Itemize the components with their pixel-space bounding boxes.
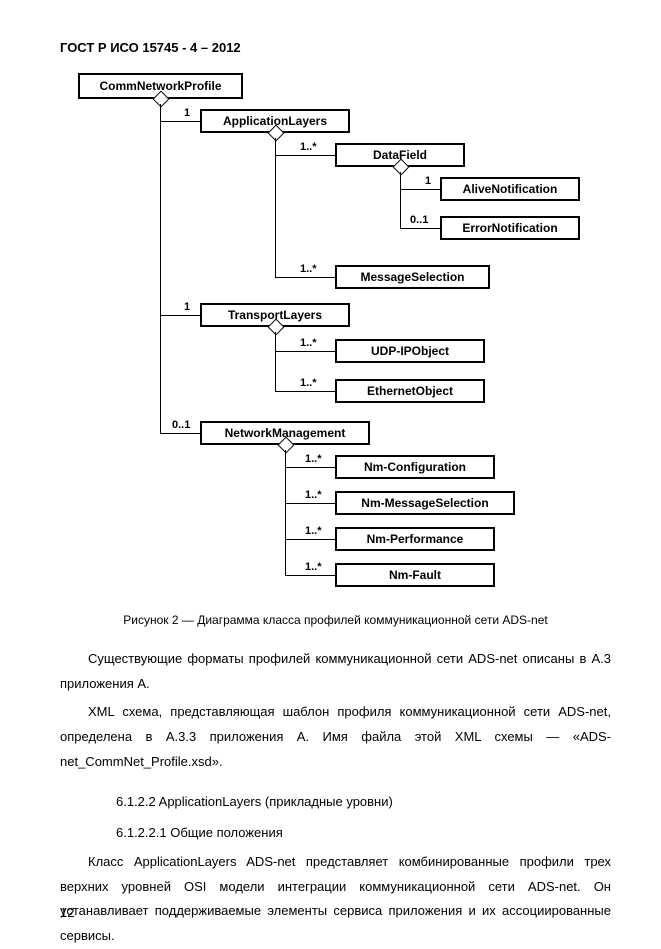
conn (275, 277, 335, 278)
mult: 1 (184, 301, 190, 313)
body-text: Существующие форматы профилей коммуникац… (60, 647, 611, 949)
box-alive: AliveNotification (440, 177, 580, 201)
box-eth: EthernetObject (335, 379, 485, 403)
mult: 1..* (305, 453, 322, 465)
conn (400, 228, 440, 229)
mult: 1..* (300, 263, 317, 275)
conn (400, 189, 440, 190)
section-heading: 6.1.2.2.1 Общие положения (116, 821, 611, 846)
para: Существующие форматы профилей коммуникац… (60, 647, 611, 696)
mult: 1..* (305, 525, 322, 537)
box-error: ErrorNotification (440, 216, 580, 240)
mult: 1..* (300, 377, 317, 389)
uml-diagram: CommNetworkProfile 1 ApplicationLayers 1… (70, 73, 590, 553)
box-udp: UDP-IPObject (335, 339, 485, 363)
doc-header: ГОСТ Р ИСО 15745 - 4 – 2012 (60, 40, 611, 55)
box-nmconf: Nm-Configuration (335, 455, 495, 479)
mult: 1 (184, 107, 190, 119)
mult: 1 (425, 175, 431, 187)
mult: 1..* (305, 489, 322, 501)
conn (285, 467, 335, 468)
conn (160, 121, 200, 122)
mult: 0..1 (172, 419, 190, 431)
conn (285, 575, 335, 576)
conn (160, 315, 200, 316)
conn (160, 433, 200, 434)
conn (275, 332, 276, 392)
mult: 1..* (300, 141, 317, 153)
conn (285, 539, 335, 540)
box-nmmsg: Nm-MessageSelection (335, 491, 515, 515)
section-heading: 6.1.2.2 ApplicationLayers (прикладные ур… (116, 790, 611, 815)
conn (285, 450, 286, 576)
box-nmfault: Nm-Fault (335, 563, 495, 587)
conn (275, 155, 335, 156)
box-msg: MessageSelection (335, 265, 490, 289)
para: XML схема, представляющая шаблон профиля… (60, 700, 611, 774)
conn (160, 104, 161, 434)
mult: 1..* (305, 561, 322, 573)
mult: 1..* (300, 337, 317, 349)
mult: 0..1 (410, 214, 428, 226)
para: Класс ApplicationLayers ADS-net представ… (60, 850, 611, 949)
box-nmperf: Nm-Performance (335, 527, 495, 551)
conn (275, 391, 335, 392)
conn (275, 351, 335, 352)
conn (400, 172, 401, 229)
page-number: 12 (60, 905, 74, 920)
conn (285, 503, 335, 504)
conn (275, 138, 276, 278)
figure-caption: Рисунок 2 — Диаграмма класса профилей ко… (60, 613, 611, 627)
